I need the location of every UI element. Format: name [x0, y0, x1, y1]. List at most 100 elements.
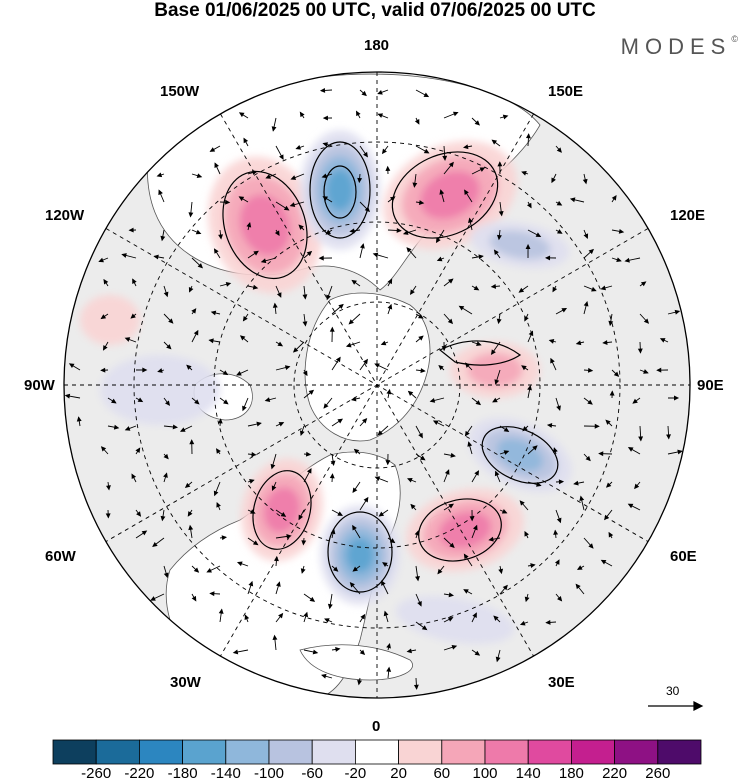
wind-vector-arrow [407, 477, 417, 483]
anomaly-contour-level [467, 352, 523, 388]
wind-vector-arrow [443, 644, 458, 651]
wind-vector-arrow [100, 313, 109, 320]
wind-vector-arrow [160, 509, 166, 522]
wind-vector-arrow [298, 224, 305, 231]
wind-vector-arrow [471, 254, 484, 260]
wind-vector-arrow [546, 423, 557, 428]
wind-vector-arrow [471, 117, 481, 126]
wind-vector-arrow [471, 167, 486, 175]
wind-vector-arrow [627, 447, 641, 455]
anomaly-high-central-siberia [450, 342, 540, 398]
wind-vector-arrow [380, 340, 389, 346]
wind-vector-arrow [135, 530, 148, 539]
wind-vector-arrow [527, 229, 542, 237]
wind-vector-arrow [415, 313, 424, 319]
wind-vector-arrow [385, 165, 391, 175]
wind-vector-arrow [377, 89, 389, 95]
wind-vector-arrow [163, 565, 169, 579]
wind-vector-arrow [295, 145, 305, 150]
wind-vector-arrow [68, 363, 81, 371]
wind-vector-arrow [353, 448, 361, 455]
wind-vector-arrow [471, 649, 481, 656]
wind-vector-arrow [107, 397, 117, 404]
wind-vector-arrow [303, 593, 316, 602]
anomaly-low-east-siberia [470, 221, 570, 269]
wind-vector-arrow [303, 389, 315, 399]
wind-vector-arrow [519, 500, 529, 511]
wind-vector-arrow [498, 565, 504, 575]
wind-vector-arrow [106, 481, 111, 491]
wind-vector-arrow [299, 111, 305, 119]
wind-vector-arrow [292, 341, 305, 353]
wind-vector-arrow [236, 369, 249, 376]
wind-vector-arrow [605, 481, 613, 488]
reference-vector-arrow [648, 701, 704, 711]
wind-vector-arrow [184, 481, 193, 488]
wind-vector-arrow [524, 530, 529, 539]
wind-vector-arrow [275, 365, 291, 371]
wind-vector-arrow [121, 253, 137, 259]
wind-vector-arrow [627, 503, 641, 511]
wind-vector-arrow [275, 422, 285, 427]
wind-vector-arrow [100, 446, 109, 455]
anomaly-contour-level [80, 295, 140, 345]
wind-vector-arrow [387, 537, 396, 544]
wind-vector-arrow [598, 451, 613, 457]
wind-vector-arrow [217, 418, 223, 427]
colorbar-tick-label: 220 [602, 765, 628, 782]
wind-vector-arrow [555, 479, 565, 485]
anomaly-low-north-pacific [300, 130, 380, 250]
wind-vector-arrow [163, 397, 171, 406]
lon-label-0: 0 [372, 718, 381, 735]
wind-vector-arrow [302, 369, 308, 377]
wind-vector-arrow [582, 173, 588, 185]
brand-name: MODES [620, 34, 732, 59]
wind-vector-arrow [303, 649, 319, 655]
wind-vector-arrow [188, 201, 194, 218]
wind-vector-arrow [525, 243, 531, 259]
wind-vector-arrow [359, 649, 366, 656]
wind-vector-arrow [238, 112, 249, 119]
wind-vector-arrow [443, 469, 450, 483]
wind-vector-arrow [356, 110, 361, 119]
wind-vector-arrow [349, 582, 361, 595]
wind-vector-arrow [438, 364, 445, 371]
wind-vector-arrow [275, 612, 284, 623]
wind-vector-arrow [521, 365, 529, 371]
wind-vector-arrow [386, 666, 392, 679]
wind-vector-arrow [467, 441, 473, 455]
wind-vector-arrow [406, 648, 417, 654]
colorbar-swatch [311, 739, 356, 765]
wind-vector-arrow [443, 452, 456, 458]
wind-vector-arrow [349, 228, 361, 234]
colorbar-tick-label: 100 [472, 765, 498, 782]
wind-vector-arrow [270, 453, 277, 470]
wind-vector-arrow [179, 425, 193, 432]
wind-vector-arrow [387, 303, 393, 315]
brand-logo: MODES© [621, 34, 738, 60]
wind-vector-arrow [387, 196, 396, 203]
wind-vector-arrow [462, 144, 473, 150]
wind-vector-arrow [499, 425, 510, 433]
wind-vector-arrow [191, 173, 203, 179]
anomaly-contour-level [489, 230, 551, 260]
wind-vector-arrow [464, 425, 473, 437]
wind-vector-arrow [524, 593, 530, 603]
wind-vector-arrow [495, 649, 501, 663]
wind-vector-arrow [579, 495, 585, 511]
colorbar-swatch [484, 739, 529, 765]
wind-vector-arrow [213, 481, 221, 497]
lon-label-60e: 60E [670, 548, 697, 565]
anomaly-high-alaska [80, 295, 140, 345]
wind-vector-arrow [242, 313, 249, 322]
wind-vector-arrow [583, 423, 600, 429]
wind-vector-arrow [275, 145, 284, 160]
brand-mark: © [731, 34, 738, 44]
wind-vector-arrow [519, 620, 529, 626]
wind-vector-arrow [387, 228, 402, 233]
wind-vector-arrow [238, 196, 249, 203]
wind-vector-arrow [437, 565, 445, 575]
wind-vector-arrow [439, 189, 445, 203]
wind-vector-arrow [275, 581, 281, 595]
wind-vector-arrow [414, 530, 420, 539]
